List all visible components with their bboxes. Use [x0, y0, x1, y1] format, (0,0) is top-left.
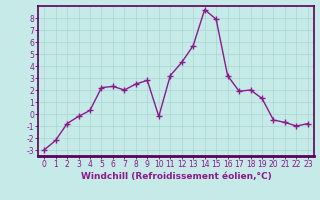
- X-axis label: Windchill (Refroidissement éolien,°C): Windchill (Refroidissement éolien,°C): [81, 172, 271, 181]
